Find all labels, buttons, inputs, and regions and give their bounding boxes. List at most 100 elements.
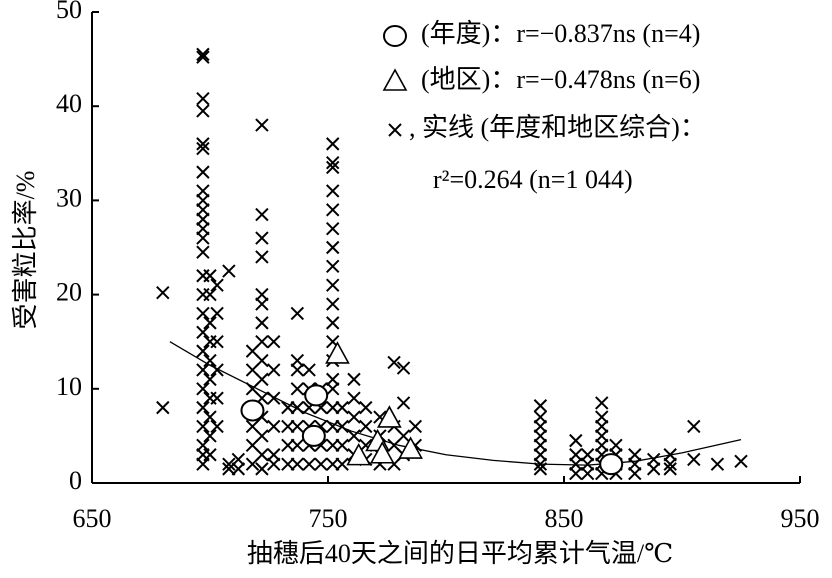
cross-marker: [210, 278, 224, 292]
x-tick-label: 650: [73, 504, 112, 533]
cross-marker: [359, 419, 373, 434]
cross-marker: [335, 438, 349, 453]
cross-marker: [290, 419, 305, 434]
cross-marker: [347, 372, 361, 387]
cross-marker: [347, 410, 361, 424]
cross-marker: [335, 457, 349, 471]
cross-marker: [210, 419, 224, 434]
legend-marker: [383, 25, 407, 47]
cross-marker: [580, 466, 595, 481]
cross-marker: [646, 462, 661, 476]
cross-marker: [267, 363, 281, 377]
cross-marker: [196, 231, 210, 245]
cross-marker: [290, 306, 305, 321]
cross-marker: [290, 353, 305, 368]
cross-marker: [347, 429, 361, 443]
cross-marker: [359, 400, 373, 415]
cross-marker: [396, 429, 411, 443]
cross-marker: [595, 429, 609, 443]
cross-marker: [687, 452, 701, 467]
cross-marker: [326, 297, 340, 311]
legend-marker: [388, 123, 402, 137]
cross-marker: [196, 203, 210, 217]
triangle-marker: [369, 441, 395, 464]
cross-marker: [203, 316, 217, 330]
cross-marker: [210, 391, 224, 405]
cross-marker: [203, 448, 217, 462]
cross-marker: [533, 438, 548, 453]
cross-marker: [569, 466, 583, 481]
cross-marker: [569, 448, 583, 462]
cross-marker: [290, 400, 305, 415]
cross-marker: [281, 438, 295, 453]
cross-marker: [231, 462, 246, 476]
cross-marker: [408, 419, 423, 434]
cross-marker: [196, 325, 210, 339]
cross-marker: [196, 400, 210, 415]
y-tick-label: 30: [56, 183, 82, 212]
cross-marker: [387, 355, 401, 370]
y-tick-label: 0: [69, 466, 82, 495]
cross-marker: [210, 363, 224, 377]
circle-marker: [599, 453, 624, 476]
cross-marker: [196, 363, 210, 377]
triangle-marker: [398, 436, 423, 459]
legend-label: , 实线 (年度和地区综合)：: [409, 113, 706, 142]
cross-marker: [203, 287, 217, 302]
cross-marker: [203, 372, 217, 387]
cross-marker: [396, 396, 411, 410]
cross-marker: [267, 419, 281, 434]
cross-marker: [628, 466, 642, 481]
cross-marker: [196, 306, 210, 321]
y-tick-label: 40: [56, 89, 82, 118]
cross-marker: [569, 457, 583, 471]
triangle-marker: [325, 341, 350, 364]
cross-marker: [595, 419, 609, 434]
cross-marker: [290, 457, 305, 471]
cross-marker: [595, 438, 609, 453]
cross-marker: [267, 391, 281, 405]
cross-marker: [710, 457, 725, 471]
y-tick-label: 50: [56, 0, 82, 24]
cross-marker: [196, 245, 210, 259]
cross-marker: [267, 448, 281, 462]
cross-marker: [326, 203, 340, 217]
cross-marker: [255, 287, 269, 302]
cross-marker: [196, 50, 210, 64]
y-axis-title: 受害粒比率/%: [11, 171, 40, 330]
cross-marker: [580, 448, 595, 462]
cross-marker: [267, 334, 281, 349]
x-tick-label: 750: [309, 504, 348, 533]
cross-marker: [196, 91, 210, 106]
cross-marker: [347, 391, 361, 405]
cross-marker: [255, 297, 269, 311]
triangle-marker: [377, 405, 402, 428]
cross-marker: [255, 429, 269, 443]
cross-marker: [255, 334, 269, 349]
cross-marker: [326, 160, 340, 175]
cross-marker: [255, 372, 269, 387]
cross-marker: [326, 438, 340, 453]
circle-marker: [301, 424, 326, 447]
cross-marker: [222, 264, 236, 278]
cross-marker: [533, 457, 548, 471]
cross-marker: [210, 334, 224, 349]
cross-marker: [663, 462, 677, 476]
cross-marker: [196, 104, 210, 118]
cross-marker: [255, 118, 269, 132]
y-tick-label: 10: [56, 372, 82, 401]
cross-marker: [255, 250, 269, 264]
cross-marker: [326, 400, 340, 415]
cross-marker: [156, 286, 170, 300]
cross-marker: [290, 438, 305, 453]
cross-marker: [326, 240, 340, 255]
cross-marker: [326, 372, 340, 387]
x-tick-label: 850: [545, 504, 584, 533]
cross-marker: [326, 278, 340, 292]
cross-marker: [663, 448, 677, 462]
legend-label: (地区)：r=−0.478ns (n=6): [421, 65, 700, 94]
cross-marker: [196, 212, 210, 226]
fit-label: r²=0.264 (n=1 044): [433, 165, 633, 194]
cross-marker: [569, 433, 583, 448]
cross-marker: [255, 231, 269, 245]
